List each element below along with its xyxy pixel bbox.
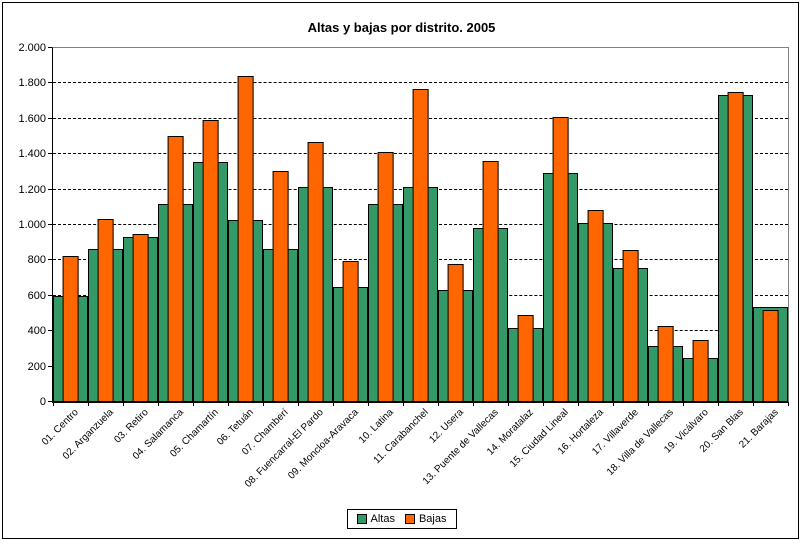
bars-container [53, 48, 788, 402]
x-axis-tick [333, 402, 334, 406]
bar-group-5 [193, 48, 228, 402]
bar-bajas [447, 263, 464, 402]
bar-bajas [727, 92, 744, 402]
x-axis-tick [718, 402, 719, 406]
y-axis-label: 200 [27, 360, 46, 373]
x-axis-tick [368, 402, 369, 406]
altas-swatch-icon [356, 514, 367, 524]
x-axis-tick [298, 402, 299, 406]
x-axis-tick [753, 402, 754, 406]
bar-bajas [132, 233, 149, 402]
x-axis-tick [578, 402, 579, 406]
legend: Altas Bajas [346, 509, 457, 529]
bar-bajas [552, 117, 569, 402]
y-axis-tick [48, 188, 52, 190]
y-axis-tick [48, 82, 52, 84]
bar-group-2 [88, 48, 123, 402]
y-axis-label: 2.000 [18, 42, 46, 54]
x-axis-tick [613, 402, 614, 406]
legend-item-bajas: Bajas [404, 513, 447, 525]
bar-group-14 [508, 48, 543, 402]
x-axis-tick [647, 402, 649, 406]
x-axis-tick [88, 402, 89, 406]
bar-bajas [202, 119, 219, 402]
y-axis-tick [48, 330, 52, 332]
y-axis-label: 800 [27, 254, 46, 267]
bar-group-15 [543, 48, 578, 402]
bar-group-12 [438, 48, 473, 402]
y-axis-label: 600 [27, 289, 46, 302]
bar-group-4 [158, 48, 193, 402]
bar-bajas [307, 141, 324, 402]
bar-bajas [272, 171, 289, 402]
bar-group-16 [578, 48, 613, 402]
x-axis-tick [473, 402, 474, 406]
bar-bajas [482, 161, 499, 402]
bar-bajas [762, 309, 779, 402]
legend-label-altas: Altas [370, 513, 395, 525]
bar-group-21 [753, 48, 788, 402]
gridline-1800 [53, 82, 788, 84]
y-axis-tick [48, 47, 52, 48]
bar-bajas [412, 88, 429, 402]
bar-group-10 [368, 48, 403, 402]
y-axis-label: 1.200 [18, 183, 46, 196]
x-axis-tick [53, 402, 54, 406]
bar-bajas [97, 218, 114, 402]
bar-bajas [62, 255, 79, 402]
bar-group-9 [333, 48, 368, 402]
legend-label-bajas: Bajas [418, 513, 447, 525]
y-axis-label: 1.000 [18, 219, 46, 231]
bar-bajas [342, 261, 359, 402]
x-axis-tick [788, 402, 789, 406]
x-axis-tick [123, 402, 124, 406]
bar-bajas [622, 249, 639, 402]
y-axis-label: 1.600 [18, 112, 46, 125]
x-axis-tick [193, 402, 194, 406]
chart-title: Altas y bajas por distrito. 2005 [307, 20, 496, 35]
bar-group-11 [403, 48, 438, 402]
y-axis-label: 1.800 [18, 77, 46, 90]
x-axis-tick [228, 402, 229, 406]
plot-area: 0 200 400 600 800 1.000 1.200 1.400 1.600 1.800 2.… [18, 42, 789, 408]
legend-item-altas: Altas [356, 513, 395, 525]
bar-group-13 [473, 48, 508, 402]
x-axis-tick [403, 402, 404, 406]
bar-group-3 [123, 48, 158, 402]
bar-group-7 [263, 48, 298, 402]
y-axis-label: 0 [39, 396, 46, 408]
y-axis-tick [48, 224, 52, 225]
x-axis-tick [438, 402, 439, 406]
bar-bajas [377, 151, 394, 402]
bar-group-17 [613, 48, 648, 402]
x-axis-tick [263, 402, 264, 406]
bar-bajas [517, 315, 534, 402]
bajas-swatch-icon [404, 514, 415, 524]
x-axis-tick [158, 402, 159, 406]
x-axis-tick [683, 402, 684, 406]
bar-bajas [167, 135, 184, 402]
y-axis-tick [48, 153, 52, 155]
bar-group-6 [228, 48, 263, 402]
x-axis-tick [543, 402, 544, 406]
bar-bajas [692, 340, 709, 402]
bar-group-8 [298, 48, 333, 402]
bar-group-1 [53, 48, 88, 402]
bar-bajas [237, 76, 254, 402]
bar-bajas [587, 209, 604, 402]
bar-bajas [657, 325, 674, 402]
y-axis-tick [48, 117, 52, 119]
bar-group-18 [648, 48, 683, 402]
y-axis-tick [48, 401, 52, 402]
y-axis-label: 1.400 [18, 148, 46, 161]
y-axis-tick [48, 259, 52, 261]
y-axis-tick [48, 294, 52, 296]
y-axis-label: 400 [27, 325, 46, 338]
chart-frame-border [2, 2, 799, 539]
bar-group-20 [718, 48, 753, 402]
x-axis-tick [508, 402, 509, 406]
y-axis-tick [48, 365, 52, 367]
bar-group-19 [683, 48, 718, 402]
